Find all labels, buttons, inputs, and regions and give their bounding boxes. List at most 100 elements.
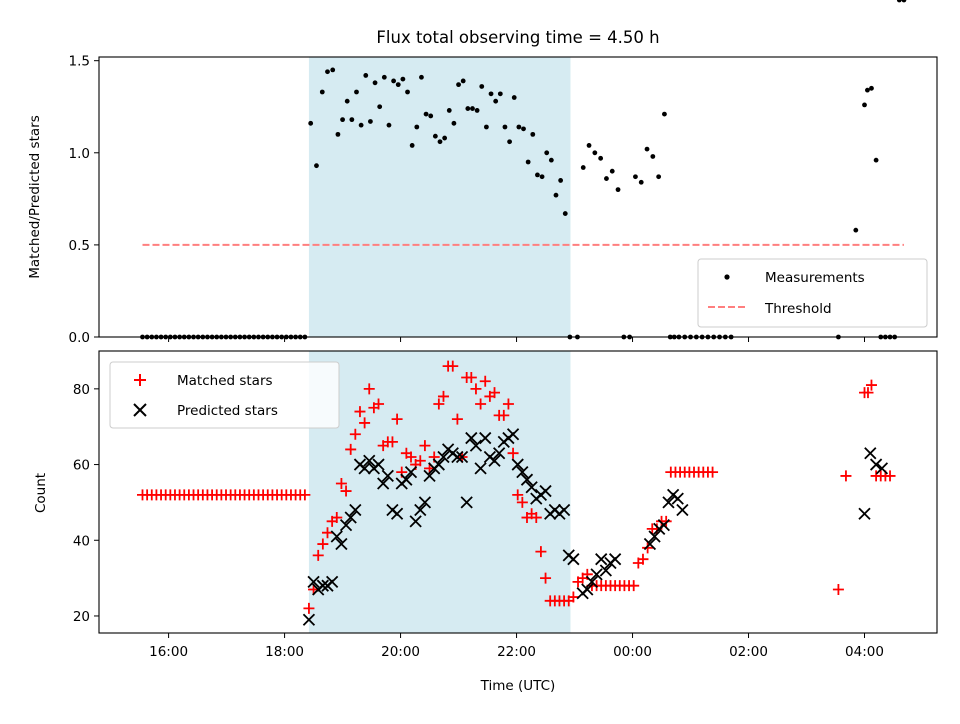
predicted-star-point (479, 431, 492, 445)
measurement-point (400, 76, 406, 82)
predicted-star-point (409, 515, 422, 528)
bottom-y-tick-label: 20 (73, 609, 90, 625)
predicted-star-point (676, 503, 689, 517)
bottom-y-tick-label: 40 (73, 533, 90, 549)
measurement-point (497, 91, 503, 97)
matched-star-point (884, 470, 896, 482)
predicted-star-point (557, 503, 571, 517)
measurement-point (437, 139, 443, 145)
measurement-point (580, 165, 586, 170)
predicted-star-point (381, 469, 394, 483)
measurement-point (372, 80, 378, 86)
measurement-point (592, 150, 598, 156)
predicted-star-point (432, 458, 445, 471)
measurement-point (340, 117, 345, 123)
top-shaded-span (308, 57, 571, 337)
measurement-point (662, 111, 667, 117)
matched-star-point (317, 538, 329, 550)
predicted-star-point (671, 492, 684, 505)
measurement-point (308, 120, 314, 126)
predicted-star-point (339, 518, 353, 532)
measurement-point (869, 85, 874, 91)
measurement-point (428, 113, 434, 119)
predicted-star-point (567, 553, 580, 566)
measurement-point (314, 163, 319, 169)
measurement-point (604, 176, 609, 181)
legend-matched-label: Matched stars (177, 373, 273, 389)
predicted-star-point (643, 537, 657, 551)
predicted-star-point (460, 496, 473, 509)
measurement-point (558, 178, 564, 183)
predicted-star-point (875, 462, 889, 475)
predicted-star-point (864, 447, 877, 460)
measurement-point (493, 98, 499, 104)
predicted-star-point (423, 469, 436, 483)
predicted-star-point (325, 575, 339, 589)
predicted-star-point (493, 447, 506, 460)
predicted-star-point (581, 583, 594, 596)
top-y-axis-label: Matched/Predicted stars (27, 115, 43, 278)
measurement-point (349, 117, 355, 123)
predicted-star-point (520, 473, 534, 486)
predicted-star-point (599, 564, 612, 577)
predicted-star-point (363, 454, 376, 467)
measurement-point (488, 91, 494, 97)
matched-star-point (349, 428, 361, 440)
top-y-tick-label: 0.0 (69, 330, 90, 346)
measurement-point (873, 157, 879, 163)
legend-predicted-marker (133, 403, 147, 417)
measurement-point (535, 172, 540, 178)
measurement-point (325, 69, 330, 75)
predicted-star-point (474, 462, 487, 475)
legend-measurements-label: Measurements (765, 270, 865, 286)
predicted-star-point (869, 458, 883, 471)
predicted-star-point (488, 454, 501, 467)
measurement-point (507, 139, 512, 145)
measurement-point (553, 192, 559, 198)
measurement-point (544, 150, 550, 156)
matched-star-point (312, 549, 324, 561)
measurement-point (456, 82, 461, 88)
bottom-panel: 20 40 60 80 16:00 18:00 20:00 22:00 00:00 02:00 04… (33, 351, 938, 694)
measurement-point (862, 102, 867, 108)
matched-star-point (862, 387, 874, 399)
matched-star-point (359, 417, 371, 429)
measurement-point (502, 124, 508, 130)
matched-star-point (373, 398, 385, 410)
matched-star-point (470, 383, 482, 395)
measurement-point (405, 89, 410, 95)
measurement-point (865, 87, 870, 93)
predicted-star-point (418, 496, 432, 509)
legend-predicted-label: Predicted stars (177, 403, 278, 419)
measurement-point (521, 126, 526, 132)
measurement-point (395, 82, 401, 88)
measurement-point (465, 106, 471, 111)
predicted-star-point (585, 575, 599, 589)
measurement-point (432, 133, 438, 139)
predicted-star-point (539, 484, 552, 498)
predicted-star-point (302, 613, 316, 626)
predicted-star-point (377, 477, 390, 490)
predicted-star-point (469, 439, 483, 452)
predicted-star-point (455, 450, 469, 464)
measurement-point (419, 74, 424, 80)
measurement-point (525, 159, 531, 165)
top-legend: Measurements Threshold (697, 258, 928, 328)
x-tick-label: 02:00 (729, 644, 768, 660)
matched-star-point (335, 477, 347, 489)
bottom-legend-box (109, 361, 340, 429)
matched-star-point (447, 360, 459, 372)
predicted-star-point (358, 462, 371, 475)
measurement-point (896, 0, 902, 3)
x-tick-label: 16:00 (149, 644, 188, 660)
measurement-point (330, 67, 336, 73)
measurement-point (391, 78, 397, 84)
top-y-tick-label: 1.0 (69, 146, 90, 162)
measurement-point (853, 227, 859, 233)
measurement-point (539, 174, 545, 180)
matched-star-point (637, 553, 649, 565)
matched-star-point (512, 489, 524, 501)
x-tick-label: 18:00 (265, 644, 304, 660)
measurement-point (319, 89, 325, 95)
measurement-point (598, 155, 604, 161)
